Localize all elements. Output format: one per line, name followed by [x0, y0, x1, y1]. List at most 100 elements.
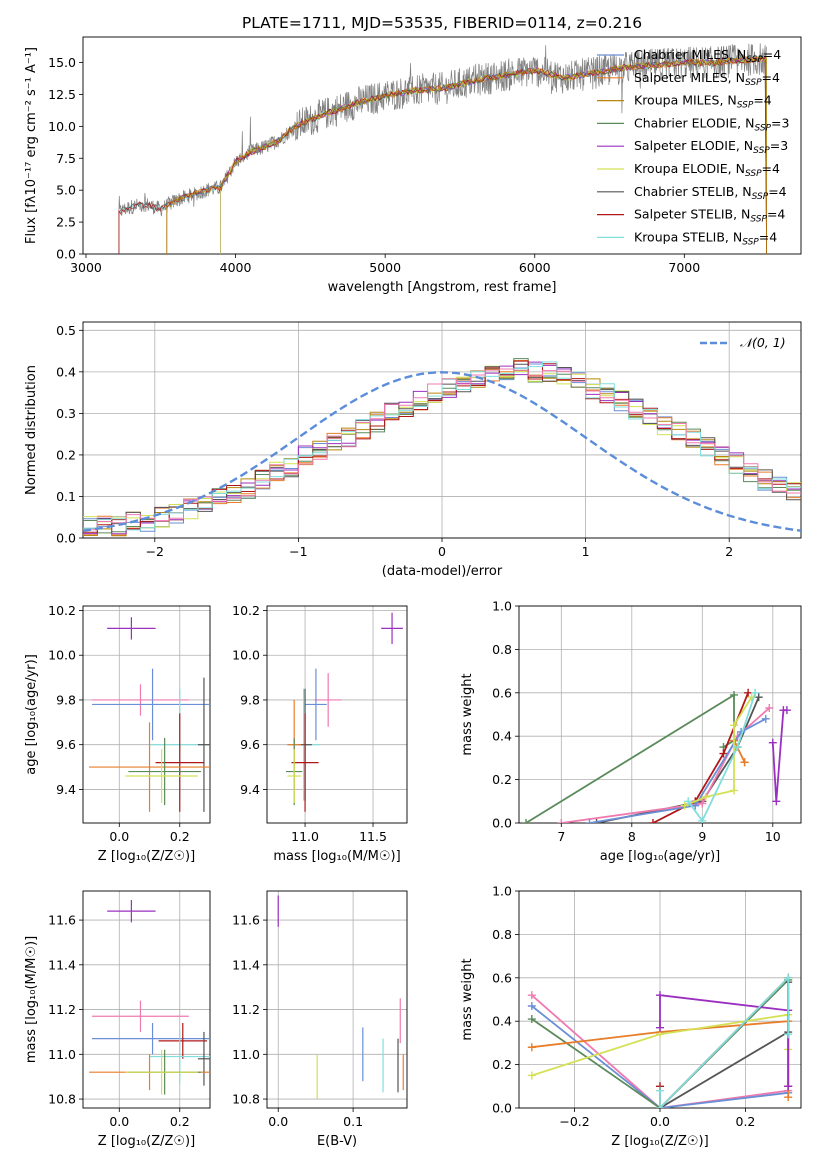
y-tick-label: 1.0: [492, 884, 512, 899]
plot-area-massweight-vs-Z: [527, 973, 793, 1108]
plot-area-age-vs-Z: [89, 617, 210, 812]
plot-frame: [82, 321, 802, 539]
massweight-marker: [751, 688, 760, 697]
y-tick-label: 0.0: [56, 247, 76, 262]
y-tick-label: 10.0: [48, 648, 76, 663]
massweight-line: [561, 707, 770, 823]
y-tick-label: 0.1: [56, 489, 76, 504]
massweight-line: [771, 709, 787, 802]
massweight-marker: [733, 743, 742, 752]
massweight-marker: [698, 816, 707, 823]
legend-label: Chabrier MILES, NSSP=4: [634, 47, 781, 65]
y-axis-label: age [log₁₀(age/yr)]: [24, 654, 39, 775]
x-axis-label: Z [log₁₀(Z/Z☉)]: [98, 849, 195, 864]
y-tick-label: 10.0: [232, 648, 260, 663]
x-axis-label: Z [log₁₀(Z/Z☉)]: [611, 1134, 708, 1149]
x-tick-label: 9: [698, 829, 706, 844]
y-tick-label: 11.2: [48, 1002, 76, 1017]
y-tick-label: 0.2: [56, 447, 76, 462]
massweight-marker: [680, 801, 689, 810]
y-tick-label: 0.6: [492, 685, 512, 700]
massweight-marker: [784, 973, 793, 982]
y-tick-label: 9.4: [240, 782, 260, 797]
histogram-series: [83, 368, 801, 531]
massweight-marker: [656, 1086, 664, 1095]
axes-residuals: −2 −1 0 1 2 0.0 0.1 0.2 0.3 0.4 0.5 (data-model)/er…: [24, 321, 802, 579]
x-tick-label: 7: [557, 829, 565, 844]
massweight-marker: [656, 1104, 664, 1108]
massweight-marker: [719, 749, 728, 758]
y-tick-label: 9.8: [56, 692, 76, 707]
y-tick-label: 9.8: [240, 692, 260, 707]
axes-mass-vs-Z: 0.0 0.2 10.8 11.0 11.2 11.4 11.6 Z [log₁₀(Z/Z☉)…: [24, 890, 211, 1149]
y-tick-label: 0.2: [492, 1057, 512, 1072]
x-tick-label: 1: [582, 544, 590, 559]
massweight-line: [531, 1005, 789, 1108]
x-tick-label: 0.0: [650, 1114, 670, 1129]
x-tick-label: 10: [765, 829, 781, 844]
figure-title: PLATE=1711, MJD=53535, FIBERID=0114, z=0…: [242, 14, 642, 32]
y-tick-label: 2.5: [56, 215, 76, 230]
massweight-marker: [592, 819, 601, 823]
y-axis-label: Flux [fλ10⁻¹⁷ erg cm⁻² s⁻¹ A⁻¹]: [24, 47, 39, 244]
x-tick-label: 0.2: [736, 1114, 756, 1129]
y-axis-label: mass weight: [460, 673, 475, 755]
massweight-marker: [701, 792, 710, 801]
y-tick-label: 1.0: [492, 599, 512, 614]
x-tick-label: 11.5: [359, 829, 387, 844]
y-tick-label: 10.0: [48, 119, 76, 134]
plot-frame: [82, 36, 802, 255]
spectrum-model-line: [220, 55, 767, 254]
massweight-marker: [527, 1071, 536, 1080]
y-tick-label: 11.0: [48, 1047, 76, 1062]
massweight-marker: [765, 703, 774, 712]
massweight-line: [531, 979, 789, 1108]
massweight-line: [589, 718, 767, 823]
x-tick-label: 0.2: [170, 1114, 190, 1129]
y-tick-label: 0.4: [56, 364, 76, 379]
x-tick-label: 8: [628, 829, 636, 844]
plot-area-mass-vs-Z: [89, 899, 210, 1095]
x-tick-label: −2: [146, 544, 164, 559]
y-tick-label: 10.8: [48, 1092, 76, 1107]
spectrum-model-line: [166, 55, 767, 254]
massweight-marker: [527, 1043, 536, 1052]
y-tick-label: 12.5: [48, 87, 76, 102]
x-tick-label: 11.0: [291, 829, 319, 844]
y-tick-label: 11.0: [232, 1047, 260, 1062]
histogram-series: [83, 361, 801, 531]
y-tick-label: 11.4: [48, 957, 76, 972]
y-tick-label: 10.8: [232, 1092, 260, 1107]
massweight-line: [525, 693, 735, 823]
y-tick-label: 0.2: [492, 772, 512, 787]
legend-label: 𝒩(0, 1): [740, 335, 786, 350]
y-tick-label: 9.4: [56, 782, 76, 797]
massweight-marker: [656, 1023, 664, 1032]
y-tick-label: 0.4: [492, 1014, 512, 1029]
x-tick-label: 0: [438, 544, 446, 559]
y-tick-label: 11.2: [232, 1002, 260, 1017]
x-tick-label: −1: [289, 544, 307, 559]
x-tick-label: 0.0: [268, 1114, 288, 1129]
x-tick-label: 5000: [369, 260, 401, 275]
x-tick-label: 0.1: [343, 1114, 363, 1129]
y-tick-label: 0.0: [492, 816, 512, 831]
legend-label: Kroupa MILES, NSSP=4: [634, 93, 772, 111]
y-axis-label: mass [log₁₀(M/M☉)]: [24, 936, 39, 1063]
legend-label: Kroupa ELODIE, NSSP=4: [634, 161, 780, 179]
spectrum-model-line: [220, 55, 767, 254]
spectrum-legend: Chabrier MILES, NSSP=4 Salpeter MILES, NS…: [597, 47, 789, 247]
y-tick-label: 0.8: [492, 642, 512, 657]
y-tick-label: 10.2: [48, 603, 76, 618]
plot-frame: [266, 605, 408, 824]
massweight-marker: [527, 991, 536, 1000]
massweight-marker: [782, 706, 791, 715]
massweight-marker: [527, 1002, 536, 1011]
x-tick-label: 0.0: [109, 1114, 129, 1129]
legend-label: Chabrier STELIB, NSSP=4: [634, 184, 787, 202]
y-tick-label: 11.6: [48, 913, 76, 928]
massweight-marker: [744, 688, 753, 697]
x-axis-label: E(B-V): [317, 1134, 357, 1149]
y-tick-label: 0.0: [56, 531, 76, 546]
x-axis-label: (data-model)/error: [382, 564, 503, 579]
